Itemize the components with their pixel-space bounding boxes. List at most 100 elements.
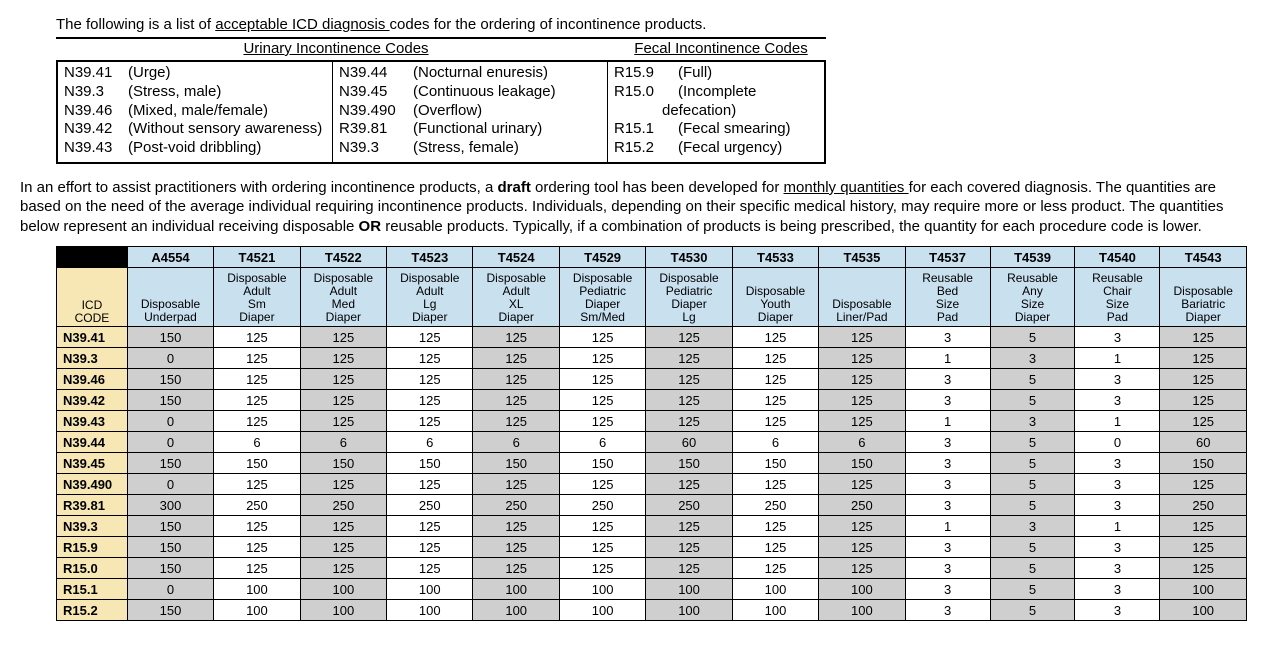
code-row: N39.44(Nocturnal enuresis) xyxy=(339,64,601,83)
quantity-cell: 125 xyxy=(732,474,818,495)
quantity-cell: 125 xyxy=(300,474,386,495)
quantity-cell: 150 xyxy=(214,453,300,474)
code-description: (Incomplete xyxy=(678,83,812,102)
quantity-cell: 125 xyxy=(646,411,732,432)
code-row: N39.3(Stress, female) xyxy=(339,139,601,158)
codes-header-row: Urinary Incontinence Codes Fecal Inconti… xyxy=(56,37,826,60)
code-description: (Urge) xyxy=(128,64,326,83)
quantity-cell: 125 xyxy=(387,474,473,495)
quantity-cell: 150 xyxy=(819,453,905,474)
quantity-cell: 250 xyxy=(646,495,732,516)
quantity-cell: 0 xyxy=(127,411,213,432)
quantity-cell: 60 xyxy=(646,432,732,453)
codes-box: N39.41(Urge)N39.3(Stress, male)N39.46(Mi… xyxy=(56,60,826,164)
procedure-code-header: T4529 xyxy=(559,247,645,268)
quantity-cell: 125 xyxy=(473,411,559,432)
quantity-cell: 125 xyxy=(300,411,386,432)
code-description: (Overflow) xyxy=(413,102,601,121)
quantity-cell: 125 xyxy=(646,474,732,495)
quantity-cell: 125 xyxy=(646,390,732,411)
icd-code-cell: N39.46 xyxy=(57,369,128,390)
intro-suffix: codes for the ordering of incontinence p… xyxy=(390,16,707,33)
procedure-description-header: DisposableUnderpad xyxy=(127,268,213,327)
procedure-code-header: T4524 xyxy=(473,247,559,268)
quantity-cell: 125 xyxy=(214,348,300,369)
quantity-cell: 0 xyxy=(127,474,213,495)
quantity-cell: 125 xyxy=(819,411,905,432)
quantity-cell: 5 xyxy=(990,600,1075,621)
code-value: R15.2 xyxy=(614,139,678,158)
quantity-cell: 150 xyxy=(127,369,213,390)
icd-code-cell: R39.81 xyxy=(57,495,128,516)
quantity-cell: 100 xyxy=(387,600,473,621)
quantity-cell: 5 xyxy=(990,579,1075,600)
quantity-cell: 125 xyxy=(1160,474,1247,495)
quantity-cell: 0 xyxy=(127,432,213,453)
code-value: N39.42 xyxy=(64,120,128,139)
quantity-cell: 125 xyxy=(732,369,818,390)
quantity-cell: 1 xyxy=(905,411,990,432)
quantity-cell: 100 xyxy=(473,579,559,600)
quantity-cell: 125 xyxy=(473,327,559,348)
quantity-cell: 6 xyxy=(300,432,386,453)
quantity-cell: 125 xyxy=(559,411,645,432)
table-row: N39.42150125125125125125125125125353125 xyxy=(57,390,1247,411)
quantity-cell: 125 xyxy=(819,537,905,558)
fecal-header: Fecal Incontinence Codes xyxy=(616,39,826,60)
quantity-cell: 150 xyxy=(127,558,213,579)
procedure-code-header: T4535 xyxy=(819,247,905,268)
procedure-code-header: T4523 xyxy=(387,247,473,268)
quantity-cell: 100 xyxy=(819,600,905,621)
quantity-cell: 5 xyxy=(990,495,1075,516)
quantity-cell: 3 xyxy=(905,558,990,579)
code-row: R39.81(Functional urinary) xyxy=(339,120,601,139)
quantity-cell: 125 xyxy=(646,558,732,579)
quantity-cell: 5 xyxy=(990,390,1075,411)
quantity-cell: 125 xyxy=(387,390,473,411)
quantity-cell: 3 xyxy=(905,600,990,621)
procedure-description-header: DisposableAdultMedDiaper xyxy=(300,268,386,327)
quantity-cell: 3 xyxy=(905,432,990,453)
quantity-cell: 125 xyxy=(387,369,473,390)
quantity-cell: 150 xyxy=(127,453,213,474)
code-row: N39.41(Urge) xyxy=(64,64,326,83)
code-description: (Stress, female) xyxy=(413,139,601,158)
quantity-cell: 125 xyxy=(214,474,300,495)
code-value: N39.3 xyxy=(339,139,413,158)
code-description: (Full) xyxy=(678,64,812,83)
code-row: N39.46(Mixed, male/female) xyxy=(64,102,326,121)
quantity-cell: 125 xyxy=(559,390,645,411)
quantity-cell: 5 xyxy=(990,474,1075,495)
table-row: N39.41150125125125125125125125125353125 xyxy=(57,327,1247,348)
quantity-cell: 3 xyxy=(1075,453,1160,474)
quantity-cell: 125 xyxy=(559,327,645,348)
quantity-cell: 150 xyxy=(1160,453,1247,474)
quantity-cell: 125 xyxy=(473,537,559,558)
code-value: R39.81 xyxy=(339,120,413,139)
quantity-cell: 125 xyxy=(819,390,905,411)
quantity-cell: 125 xyxy=(214,537,300,558)
quantity-cell: 125 xyxy=(819,558,905,579)
para-text-1: In an effort to assist practitioners wit… xyxy=(20,179,497,196)
table-row: N39.30125125125125125125125125131125 xyxy=(57,348,1247,369)
quantity-cell: 3 xyxy=(1075,579,1160,600)
code-description: (Post-void dribbling) xyxy=(128,139,326,158)
procedure-code-header: T4521 xyxy=(214,247,300,268)
quantity-cell: 6 xyxy=(819,432,905,453)
quantity-cell: 3 xyxy=(905,453,990,474)
quantity-cell: 125 xyxy=(646,327,732,348)
code-row: N39.3(Stress, male) xyxy=(64,83,326,102)
quantity-cell: 3 xyxy=(1075,537,1160,558)
quantity-cell: 125 xyxy=(559,516,645,537)
procedure-description-header: DisposableBariatricDiaper xyxy=(1160,268,1247,327)
quantity-cell: 125 xyxy=(387,558,473,579)
quantity-cell: 150 xyxy=(127,516,213,537)
quantity-cell: 100 xyxy=(300,579,386,600)
quantity-cell: 6 xyxy=(473,432,559,453)
code-description: (Fecal smearing) xyxy=(678,120,812,139)
code-value: N39.44 xyxy=(339,64,413,83)
procedure-description-header: DisposableAdultSmDiaper xyxy=(214,268,300,327)
quantity-cell: 3 xyxy=(1075,369,1160,390)
intro-underlined: acceptable ICD diagnosis xyxy=(215,16,389,33)
procedure-code-header: T4537 xyxy=(905,247,990,268)
